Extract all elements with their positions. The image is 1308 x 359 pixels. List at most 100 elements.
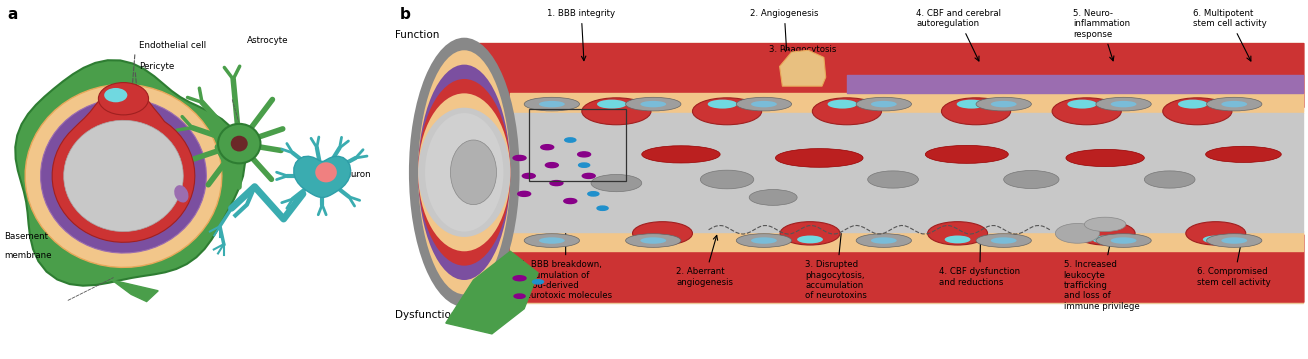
Ellipse shape [1186, 222, 1245, 245]
Text: Neuron: Neuron [340, 169, 371, 179]
Ellipse shape [871, 101, 897, 107]
Ellipse shape [828, 99, 857, 108]
Ellipse shape [857, 97, 912, 111]
Text: membrane: membrane [4, 252, 51, 261]
Ellipse shape [990, 101, 1016, 107]
Circle shape [532, 280, 544, 284]
Ellipse shape [1206, 234, 1262, 247]
Ellipse shape [751, 101, 777, 107]
Ellipse shape [692, 98, 761, 125]
Polygon shape [16, 60, 245, 286]
Circle shape [230, 136, 247, 151]
Ellipse shape [419, 93, 510, 251]
Circle shape [545, 163, 559, 168]
Ellipse shape [525, 97, 579, 111]
Ellipse shape [625, 97, 681, 111]
Ellipse shape [867, 171, 918, 188]
Ellipse shape [105, 88, 127, 102]
Circle shape [514, 294, 525, 298]
Ellipse shape [942, 98, 1011, 125]
Text: 6. Compromised
stem cell activity: 6. Compromised stem cell activity [1197, 236, 1271, 287]
Text: 3. Disrupted
phagocytosis,
accumulation
of neurotoxins: 3. Disrupted phagocytosis, accumulation … [806, 227, 867, 300]
Ellipse shape [1066, 149, 1144, 167]
Text: Basement: Basement [4, 232, 48, 241]
Polygon shape [294, 156, 351, 197]
Ellipse shape [990, 237, 1016, 244]
Ellipse shape [525, 234, 579, 247]
Circle shape [315, 162, 337, 182]
Ellipse shape [425, 113, 504, 232]
Ellipse shape [641, 101, 666, 107]
Ellipse shape [944, 236, 971, 243]
Text: 2. Aberrant
angiogenesis: 2. Aberrant angiogenesis [676, 236, 734, 287]
Ellipse shape [174, 185, 188, 202]
Text: Dysfunction: Dysfunction [395, 310, 458, 320]
Ellipse shape [1056, 223, 1100, 243]
Text: 2. Angiogenesis: 2. Angiogenesis [749, 9, 819, 53]
Text: 4. CBF dysfunction
and reductions: 4. CBF dysfunction and reductions [939, 236, 1020, 287]
Ellipse shape [633, 222, 692, 245]
Ellipse shape [780, 222, 840, 245]
Circle shape [513, 276, 526, 281]
Text: Pericyte: Pericyte [139, 62, 174, 71]
Ellipse shape [419, 50, 510, 294]
Ellipse shape [591, 174, 642, 192]
Ellipse shape [708, 99, 738, 108]
Ellipse shape [539, 237, 565, 244]
Circle shape [518, 191, 531, 196]
Ellipse shape [1203, 236, 1228, 243]
Text: a: a [8, 7, 18, 22]
Circle shape [549, 181, 562, 186]
Ellipse shape [751, 237, 777, 244]
Circle shape [564, 199, 577, 204]
Ellipse shape [1084, 217, 1126, 232]
Ellipse shape [976, 97, 1031, 111]
Ellipse shape [976, 234, 1031, 247]
Ellipse shape [736, 234, 791, 247]
Circle shape [578, 163, 590, 167]
Text: b: b [400, 7, 411, 22]
Bar [528, 109, 625, 181]
Ellipse shape [1003, 171, 1059, 188]
Text: Endothelial cell: Endothelial cell [139, 41, 207, 50]
Text: 4. CBF and cerebral
autoregulation: 4. CBF and cerebral autoregulation [916, 9, 1001, 61]
Ellipse shape [450, 140, 497, 205]
Ellipse shape [1110, 101, 1137, 107]
Text: 6. Multipotent
stem cell activity: 6. Multipotent stem cell activity [1193, 9, 1266, 61]
Text: 1. BBB breakdown,
accumulation of
blood-derived
neurotoxic molecules: 1. BBB breakdown, accumulation of blood-… [519, 227, 612, 300]
Ellipse shape [650, 236, 675, 243]
Circle shape [522, 173, 535, 178]
Ellipse shape [1110, 237, 1137, 244]
Circle shape [582, 173, 595, 178]
Ellipse shape [419, 79, 510, 266]
Ellipse shape [625, 234, 681, 247]
Ellipse shape [927, 222, 988, 245]
Ellipse shape [871, 237, 897, 244]
Text: 1. BBB integrity: 1. BBB integrity [547, 9, 615, 61]
Ellipse shape [1222, 237, 1247, 244]
Ellipse shape [1096, 234, 1151, 247]
Circle shape [578, 152, 591, 157]
Ellipse shape [797, 236, 823, 243]
Ellipse shape [925, 145, 1008, 163]
Ellipse shape [641, 237, 666, 244]
Circle shape [540, 145, 553, 150]
Ellipse shape [1075, 222, 1135, 245]
Text: 5. Increased
leukocyte
trafficking
and loss of
immune privilege: 5. Increased leukocyte trafficking and l… [1063, 227, 1139, 311]
Circle shape [513, 155, 526, 160]
Ellipse shape [1163, 98, 1232, 125]
Ellipse shape [700, 170, 753, 189]
Ellipse shape [419, 65, 510, 280]
Ellipse shape [956, 99, 986, 108]
Polygon shape [112, 280, 158, 302]
Text: Function: Function [395, 30, 439, 40]
Ellipse shape [1179, 99, 1207, 108]
Polygon shape [773, 50, 791, 86]
Ellipse shape [419, 108, 510, 237]
Ellipse shape [857, 234, 912, 247]
Ellipse shape [1096, 97, 1151, 111]
Polygon shape [446, 251, 538, 334]
Ellipse shape [1144, 171, 1196, 188]
Ellipse shape [749, 190, 797, 205]
Ellipse shape [596, 99, 627, 108]
